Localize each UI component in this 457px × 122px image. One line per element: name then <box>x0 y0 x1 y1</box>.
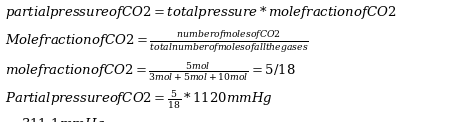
Text: $MolefractionofCO2 = \frac{numberofmolesofCO2}{totalnumberofmolesofallthegases}$: $MolefractionofCO2 = \frac{numberofmoles… <box>5 29 308 55</box>
Text: $= 311.1mmHg$: $= 311.1mmHg$ <box>5 116 105 122</box>
Text: $PartialpressureofCO2 = \frac{5}{18} * 1120mmHg$: $PartialpressureofCO2 = \frac{5}{18} * 1… <box>5 89 272 111</box>
Text: $partialpressureofCO2 = totalpressure * molefractionofCO2$: $partialpressureofCO2 = totalpressure * … <box>5 4 396 21</box>
Text: $molefractionofCO2 = \frac{5mol}{3mol+5mol+10mol} = 5/18$: $molefractionofCO2 = \frac{5mol}{3mol+5m… <box>5 61 295 83</box>
